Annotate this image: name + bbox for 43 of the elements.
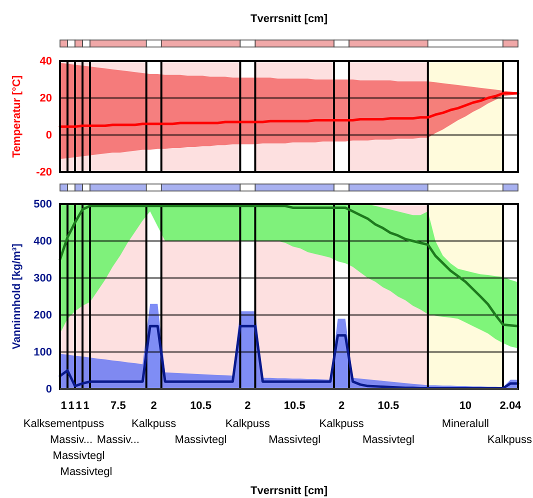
text: Massiv...: [50, 434, 93, 446]
text: 2: [338, 400, 345, 412]
text: 2.04: [500, 400, 522, 412]
y-tick-label: 20: [40, 92, 52, 105]
text: 1: [68, 400, 74, 412]
text: 2: [244, 400, 251, 412]
text: Kalkpuss: [319, 418, 364, 430]
text: 2: [150, 400, 157, 412]
y-axis-title: Temperatur [°C]: [11, 74, 23, 158]
text: 10.5: [284, 400, 306, 412]
chart-title: Tverrsnitt [cm]: [250, 13, 328, 25]
text: Mineralull: [442, 418, 489, 430]
y-tick-label: 0: [46, 130, 52, 142]
y-tick-label: 40: [40, 56, 52, 68]
y-tick-label: 400: [34, 236, 52, 248]
text: Kalkpuss: [132, 418, 177, 430]
text: 10: [459, 400, 472, 412]
y-axis-title: Vanninnhold [kg/m³]: [11, 243, 23, 350]
text: Kalkpuss: [225, 418, 271, 430]
text: 10.5: [378, 400, 400, 412]
text: 1: [76, 400, 82, 412]
y-tick-label: 100: [34, 346, 52, 359]
y-tick-label: 300: [34, 272, 52, 285]
text: Kalkpuss: [487, 434, 532, 446]
text: Massivtegl: [52, 450, 105, 462]
y-tick-label: -20: [36, 166, 52, 179]
text: Massivtegl: [268, 434, 321, 446]
y-tick-label: 500: [34, 198, 52, 211]
line-series: [58, 324, 520, 390]
text: Massivtegl: [362, 434, 414, 446]
text: Massivtegl: [60, 466, 112, 478]
x-axis-title: Tverrsnitt [cm]: [250, 485, 328, 497]
text: 1: [83, 400, 90, 412]
text: Massiv...: [96, 434, 140, 446]
y-tick-label: 0: [46, 384, 52, 396]
text: 7.5: [110, 400, 126, 412]
text: 1: [60, 400, 67, 412]
text: Kalksementpuss: [23, 418, 105, 430]
y-tick-label: 200: [34, 310, 52, 322]
text: 10.5: [190, 400, 212, 412]
text: Massivtegl: [174, 434, 227, 446]
line-series: [58, 204, 520, 328]
line-series: [58, 92, 520, 128]
